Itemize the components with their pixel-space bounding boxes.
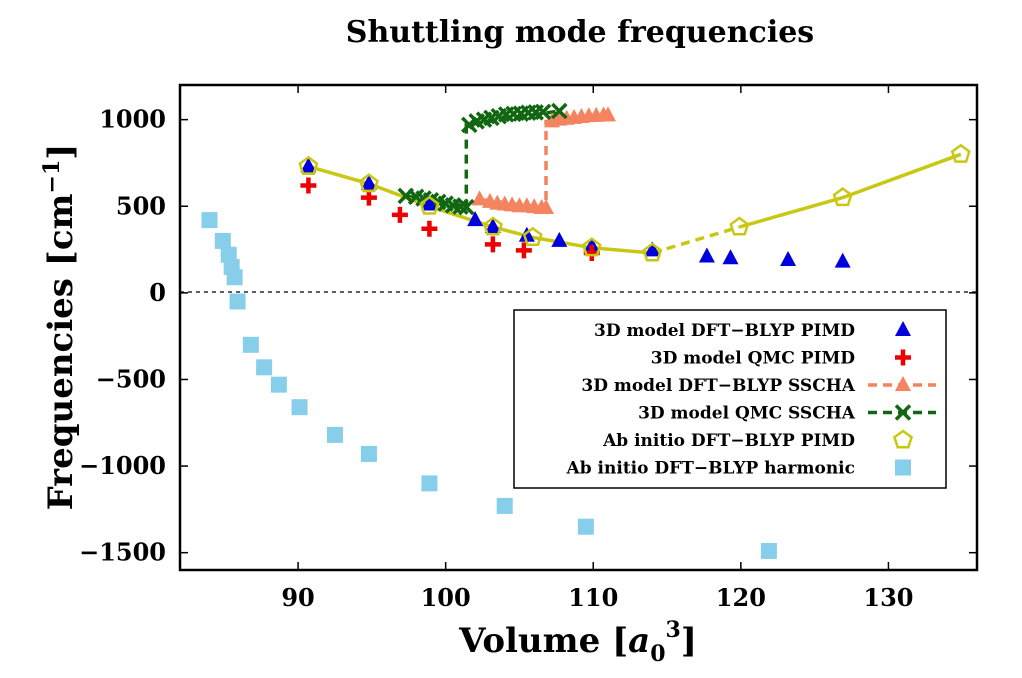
series-line <box>479 113 609 210</box>
y-tick-label: 0 <box>149 278 166 307</box>
data-point <box>421 195 438 211</box>
y-tick-label: −500 <box>96 364 166 393</box>
data-point <box>298 155 319 175</box>
data-point <box>360 174 377 190</box>
legend-marker <box>895 321 911 336</box>
data-point <box>950 143 971 163</box>
data-point <box>832 187 853 207</box>
data-point <box>600 106 617 122</box>
x-tick-label: 100 <box>421 583 471 612</box>
legend-label: 3D model QMC PIMD <box>651 349 856 369</box>
data-point <box>421 475 438 492</box>
data-point <box>201 212 218 229</box>
data-point <box>391 206 408 223</box>
legend-label: 3D model DFT−BLYP PIMD <box>594 321 855 341</box>
x-tick-label: 90 <box>281 583 314 612</box>
data-point <box>583 237 600 253</box>
data-point <box>538 198 555 214</box>
data-point <box>419 195 440 215</box>
legend-label: Ab initio DFT−BLYP harmonic <box>566 459 855 479</box>
legend-marker <box>895 376 911 391</box>
data-point <box>360 189 377 206</box>
data-point <box>729 216 750 236</box>
y-axis: −1500 −1000 −500 0 500 1000 <box>79 105 977 567</box>
data-point <box>242 336 259 353</box>
series-points <box>201 102 971 559</box>
data-point <box>698 247 715 263</box>
data-point <box>226 269 243 286</box>
legend-marker <box>892 429 914 449</box>
legend-marker <box>895 349 911 366</box>
series-lines <box>307 109 962 255</box>
y-axis-title: Frequencies [cm−1] <box>39 144 81 511</box>
y-tick-label: −1500 <box>79 538 166 567</box>
data-point <box>421 220 438 237</box>
data-point <box>515 242 532 259</box>
legend-marker <box>895 459 911 476</box>
data-point <box>482 216 503 236</box>
data-point <box>496 497 513 514</box>
data-point <box>581 237 602 257</box>
data-point <box>551 231 568 247</box>
data-point <box>229 293 246 310</box>
data-point <box>760 542 777 559</box>
data-point <box>360 445 377 462</box>
x-tick-label: 110 <box>568 583 618 612</box>
data-point <box>644 241 661 257</box>
series-line-dashed <box>651 225 740 255</box>
data-point <box>458 198 475 216</box>
y-tick-label: 1000 <box>99 105 166 134</box>
legend-label: 3D model DFT−BLYP SSCHA <box>581 376 855 396</box>
y-tick-label: 500 <box>116 191 166 220</box>
x-tick-label: 130 <box>863 583 913 612</box>
legend-marker <box>894 404 912 421</box>
data-point <box>214 232 231 249</box>
series-line <box>307 164 653 255</box>
legend: 3D model DFT−BLYP PIMD 3D model QMC PIMD 3… <box>513 309 947 489</box>
data-point <box>358 173 379 193</box>
data-point <box>551 102 568 120</box>
data-point <box>467 211 484 227</box>
data-point <box>452 198 469 215</box>
data-point <box>484 236 501 253</box>
data-point <box>326 426 343 443</box>
svg-text:Frequencies [cm−1]: Frequencies [cm−1] <box>39 144 81 511</box>
data-point <box>471 190 488 206</box>
svg-text:Volume [a03]: Volume [a03] <box>458 617 697 667</box>
chart-title: Shuttling mode frequencies <box>346 15 814 50</box>
data-point <box>722 249 739 265</box>
data-point <box>577 518 594 535</box>
legend-box <box>513 309 947 489</box>
data-point <box>484 218 501 234</box>
data-point <box>834 252 851 268</box>
data-point <box>780 250 797 266</box>
series-line <box>738 152 962 229</box>
x-axis: 90 100 110 120 130 <box>281 85 913 612</box>
data-point <box>642 242 663 262</box>
data-point <box>291 399 308 416</box>
x-axis-title: Volume [a03] <box>458 617 697 667</box>
data-point <box>256 359 273 376</box>
data-point <box>220 246 237 263</box>
data-point <box>270 376 287 393</box>
legend-label: Ab initio DFT−BLYP PIMD <box>602 431 855 451</box>
y-tick-label: −1000 <box>79 451 166 480</box>
data-point <box>300 177 317 194</box>
legend-label: 3D model QMC SSCHA <box>638 404 856 424</box>
plot-frame <box>178 83 979 572</box>
data-point <box>534 103 552 121</box>
data-point <box>300 157 317 173</box>
data-point <box>522 226 543 246</box>
x-tick-label: 120 <box>716 583 766 612</box>
